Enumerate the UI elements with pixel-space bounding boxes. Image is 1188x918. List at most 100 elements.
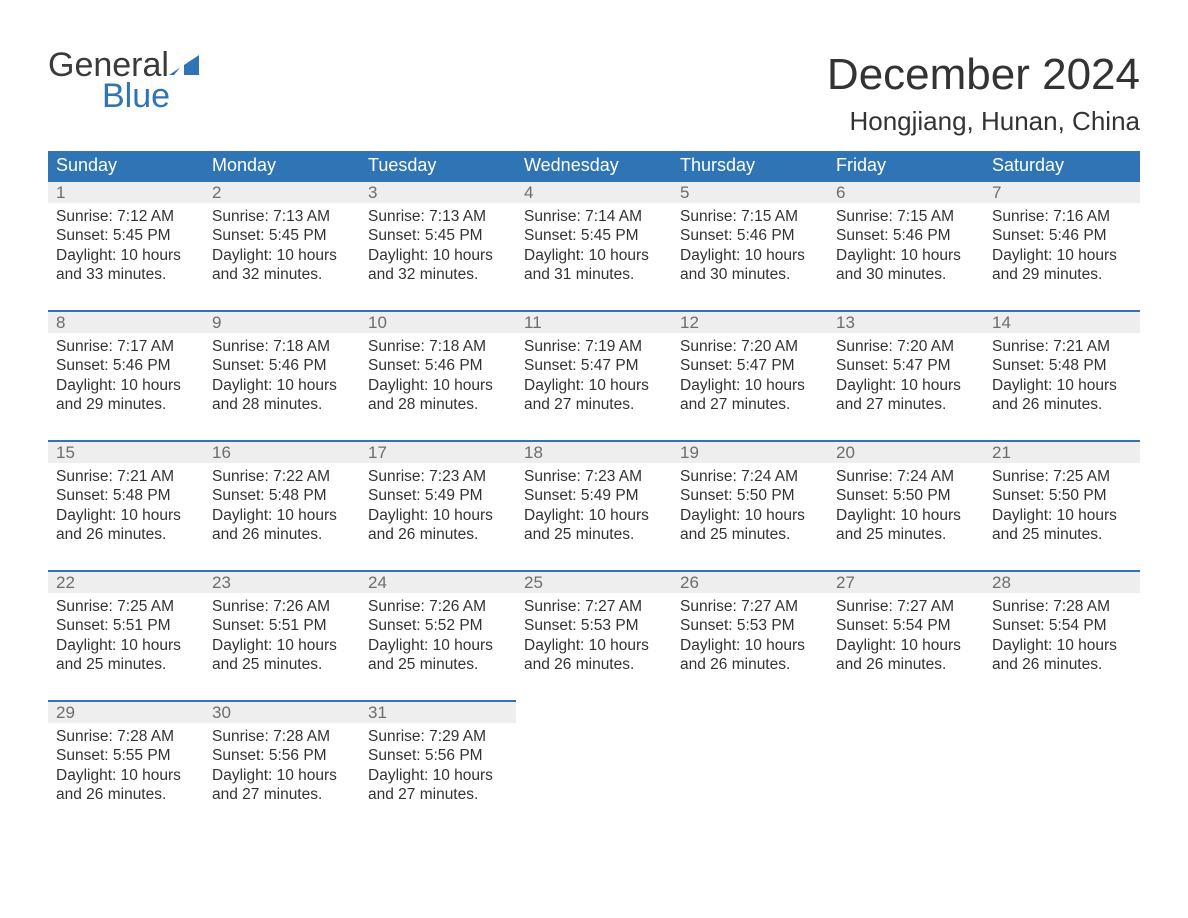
- day-number: [828, 701, 984, 723]
- daylight-line1: Daylight: 10 hours: [56, 506, 196, 525]
- daylight-line1: Daylight: 10 hours: [212, 376, 352, 395]
- day-details: Sunrise: 7:26 AMSunset: 5:52 PMDaylight:…: [360, 593, 516, 689]
- dayheader-fri: Friday: [828, 151, 984, 181]
- daylight-line2: and 27 minutes.: [680, 395, 820, 414]
- detail-row: Sunrise: 7:17 AMSunset: 5:46 PMDaylight:…: [48, 333, 1140, 429]
- day-number: 29: [48, 701, 204, 723]
- day-details: Sunrise: 7:18 AMSunset: 5:46 PMDaylight:…: [360, 333, 516, 429]
- day-details: Sunrise: 7:24 AMSunset: 5:50 PMDaylight:…: [672, 463, 828, 559]
- daylight-line2: and 32 minutes.: [212, 265, 352, 284]
- daylight-line2: and 26 minutes.: [992, 395, 1132, 414]
- daylight-line2: and 28 minutes.: [368, 395, 508, 414]
- sunrise-text: Sunrise: 7:20 AM: [836, 337, 976, 356]
- daylight-line1: Daylight: 10 hours: [992, 506, 1132, 525]
- daylight-line1: Daylight: 10 hours: [836, 376, 976, 395]
- daylight-line2: and 27 minutes.: [212, 785, 352, 804]
- sunrise-text: Sunrise: 7:15 AM: [836, 207, 976, 226]
- daynum-row: 22232425262728: [48, 571, 1140, 593]
- daynum-row: 1234567: [48, 181, 1140, 203]
- calendar-table: Sunday Monday Tuesday Wednesday Thursday…: [48, 151, 1140, 819]
- daylight-line1: Daylight: 10 hours: [992, 636, 1132, 655]
- day-number: 4: [516, 181, 672, 203]
- day-number: 7: [984, 181, 1140, 203]
- daylight-line1: Daylight: 10 hours: [680, 376, 820, 395]
- day-details: [828, 723, 984, 819]
- sunrise-text: Sunrise: 7:24 AM: [836, 467, 976, 486]
- sunset-text: Sunset: 5:48 PM: [992, 356, 1132, 375]
- daylight-line2: and 25 minutes.: [524, 525, 664, 544]
- dayheader-mon: Monday: [204, 151, 360, 181]
- sunset-text: Sunset: 5:46 PM: [680, 226, 820, 245]
- daylight-line2: and 26 minutes.: [368, 525, 508, 544]
- daylight-line2: and 25 minutes.: [836, 525, 976, 544]
- month-title: December 2024: [827, 50, 1140, 100]
- day-number: 10: [360, 311, 516, 333]
- daynum-row: 293031: [48, 701, 1140, 723]
- week-separator: [48, 429, 1140, 441]
- day-number: [516, 701, 672, 723]
- day-details: Sunrise: 7:15 AMSunset: 5:46 PMDaylight:…: [672, 203, 828, 299]
- day-details: Sunrise: 7:25 AMSunset: 5:51 PMDaylight:…: [48, 593, 204, 689]
- day-details: Sunrise: 7:20 AMSunset: 5:47 PMDaylight:…: [828, 333, 984, 429]
- day-number: 23: [204, 571, 360, 593]
- daylight-line1: Daylight: 10 hours: [56, 376, 196, 395]
- daylight-line1: Daylight: 10 hours: [992, 376, 1132, 395]
- sunset-text: Sunset: 5:46 PM: [368, 356, 508, 375]
- dayheader-tue: Tuesday: [360, 151, 516, 181]
- day-number: 2: [204, 181, 360, 203]
- day-details: Sunrise: 7:26 AMSunset: 5:51 PMDaylight:…: [204, 593, 360, 689]
- sunset-text: Sunset: 5:56 PM: [368, 746, 508, 765]
- daylight-line2: and 25 minutes.: [368, 655, 508, 674]
- sunrise-text: Sunrise: 7:19 AM: [524, 337, 664, 356]
- week-separator: [48, 299, 1140, 311]
- daylight-line1: Daylight: 10 hours: [212, 246, 352, 265]
- daylight-line1: Daylight: 10 hours: [992, 246, 1132, 265]
- day-number: 9: [204, 311, 360, 333]
- dayheader-sun: Sunday: [48, 151, 204, 181]
- day-number: 19: [672, 441, 828, 463]
- sunrise-text: Sunrise: 7:18 AM: [368, 337, 508, 356]
- detail-row: Sunrise: 7:28 AMSunset: 5:55 PMDaylight:…: [48, 723, 1140, 819]
- daylight-line2: and 26 minutes.: [524, 655, 664, 674]
- sunset-text: Sunset: 5:50 PM: [836, 486, 976, 505]
- day-number: 3: [360, 181, 516, 203]
- day-details: Sunrise: 7:23 AMSunset: 5:49 PMDaylight:…: [516, 463, 672, 559]
- day-details: [984, 723, 1140, 819]
- day-number: 16: [204, 441, 360, 463]
- sunrise-text: Sunrise: 7:28 AM: [56, 727, 196, 746]
- day-number: 20: [828, 441, 984, 463]
- sunrise-text: Sunrise: 7:15 AM: [680, 207, 820, 226]
- sunrise-text: Sunrise: 7:18 AM: [212, 337, 352, 356]
- sunset-text: Sunset: 5:46 PM: [56, 356, 196, 375]
- sunset-text: Sunset: 5:52 PM: [368, 616, 508, 635]
- dayheader-thu: Thursday: [672, 151, 828, 181]
- day-details: Sunrise: 7:21 AMSunset: 5:48 PMDaylight:…: [48, 463, 204, 559]
- day-number: 18: [516, 441, 672, 463]
- day-details: [516, 723, 672, 819]
- daylight-line2: and 26 minutes.: [836, 655, 976, 674]
- sunrise-text: Sunrise: 7:25 AM: [56, 597, 196, 616]
- brand-flag-icon: [169, 55, 199, 80]
- daylight-line2: and 29 minutes.: [992, 265, 1132, 284]
- day-details: Sunrise: 7:28 AMSunset: 5:55 PMDaylight:…: [48, 723, 204, 819]
- week-separator: [48, 559, 1140, 571]
- sunset-text: Sunset: 5:46 PM: [992, 226, 1132, 245]
- day-number: 31: [360, 701, 516, 723]
- daylight-line2: and 26 minutes.: [212, 525, 352, 544]
- day-details: Sunrise: 7:27 AMSunset: 5:53 PMDaylight:…: [672, 593, 828, 689]
- daylight-line1: Daylight: 10 hours: [524, 246, 664, 265]
- day-number: 22: [48, 571, 204, 593]
- day-details: Sunrise: 7:12 AMSunset: 5:45 PMDaylight:…: [48, 203, 204, 299]
- daylight-line1: Daylight: 10 hours: [680, 506, 820, 525]
- day-details: Sunrise: 7:22 AMSunset: 5:48 PMDaylight:…: [204, 463, 360, 559]
- daylight-line1: Daylight: 10 hours: [212, 636, 352, 655]
- day-details: Sunrise: 7:19 AMSunset: 5:47 PMDaylight:…: [516, 333, 672, 429]
- sunrise-text: Sunrise: 7:27 AM: [680, 597, 820, 616]
- sunrise-text: Sunrise: 7:29 AM: [368, 727, 508, 746]
- sunset-text: Sunset: 5:46 PM: [212, 356, 352, 375]
- day-number: [672, 701, 828, 723]
- sunrise-text: Sunrise: 7:26 AM: [212, 597, 352, 616]
- sunrise-text: Sunrise: 7:27 AM: [524, 597, 664, 616]
- sunrise-text: Sunrise: 7:13 AM: [368, 207, 508, 226]
- sunset-text: Sunset: 5:47 PM: [524, 356, 664, 375]
